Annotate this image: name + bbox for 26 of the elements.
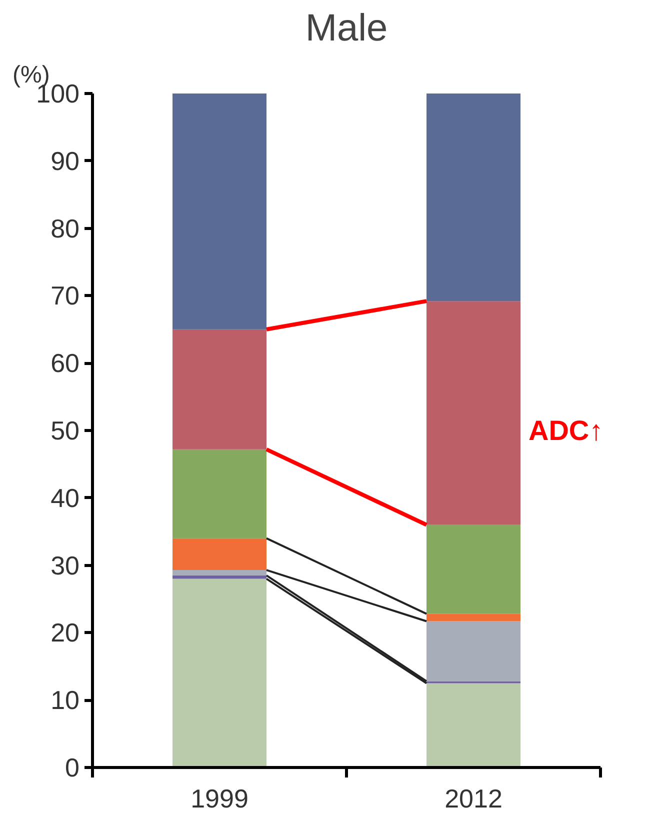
y-tick-label: 30 [50, 550, 80, 580]
bar [172, 94, 266, 330]
bar [426, 94, 520, 302]
y-tick-label: 50 [50, 416, 80, 446]
annotation: ADC↑ [528, 415, 604, 446]
bar [172, 578, 266, 768]
y-tick-label: 70 [50, 280, 80, 311]
bar [172, 538, 266, 570]
y-tick-label: 80 [50, 213, 80, 244]
x-tick-label: 1999 [190, 784, 248, 814]
bar [426, 621, 520, 682]
y-tick-label: 0 [65, 752, 80, 782]
bar [426, 683, 520, 768]
y-tick-label: 10 [50, 685, 80, 716]
bar [426, 524, 520, 614]
y-tick-label: 20 [50, 618, 80, 648]
bar [172, 329, 266, 450]
bar [172, 575, 266, 579]
y-tick-label: 60 [50, 348, 80, 378]
chart-title: Male [305, 8, 388, 50]
x-tick-label: 2012 [444, 784, 502, 814]
y-tick-label: 40 [50, 482, 80, 513]
bar [426, 301, 520, 525]
bar [426, 614, 520, 622]
y-tick-label: 90 [50, 146, 80, 176]
bar [172, 570, 266, 576]
